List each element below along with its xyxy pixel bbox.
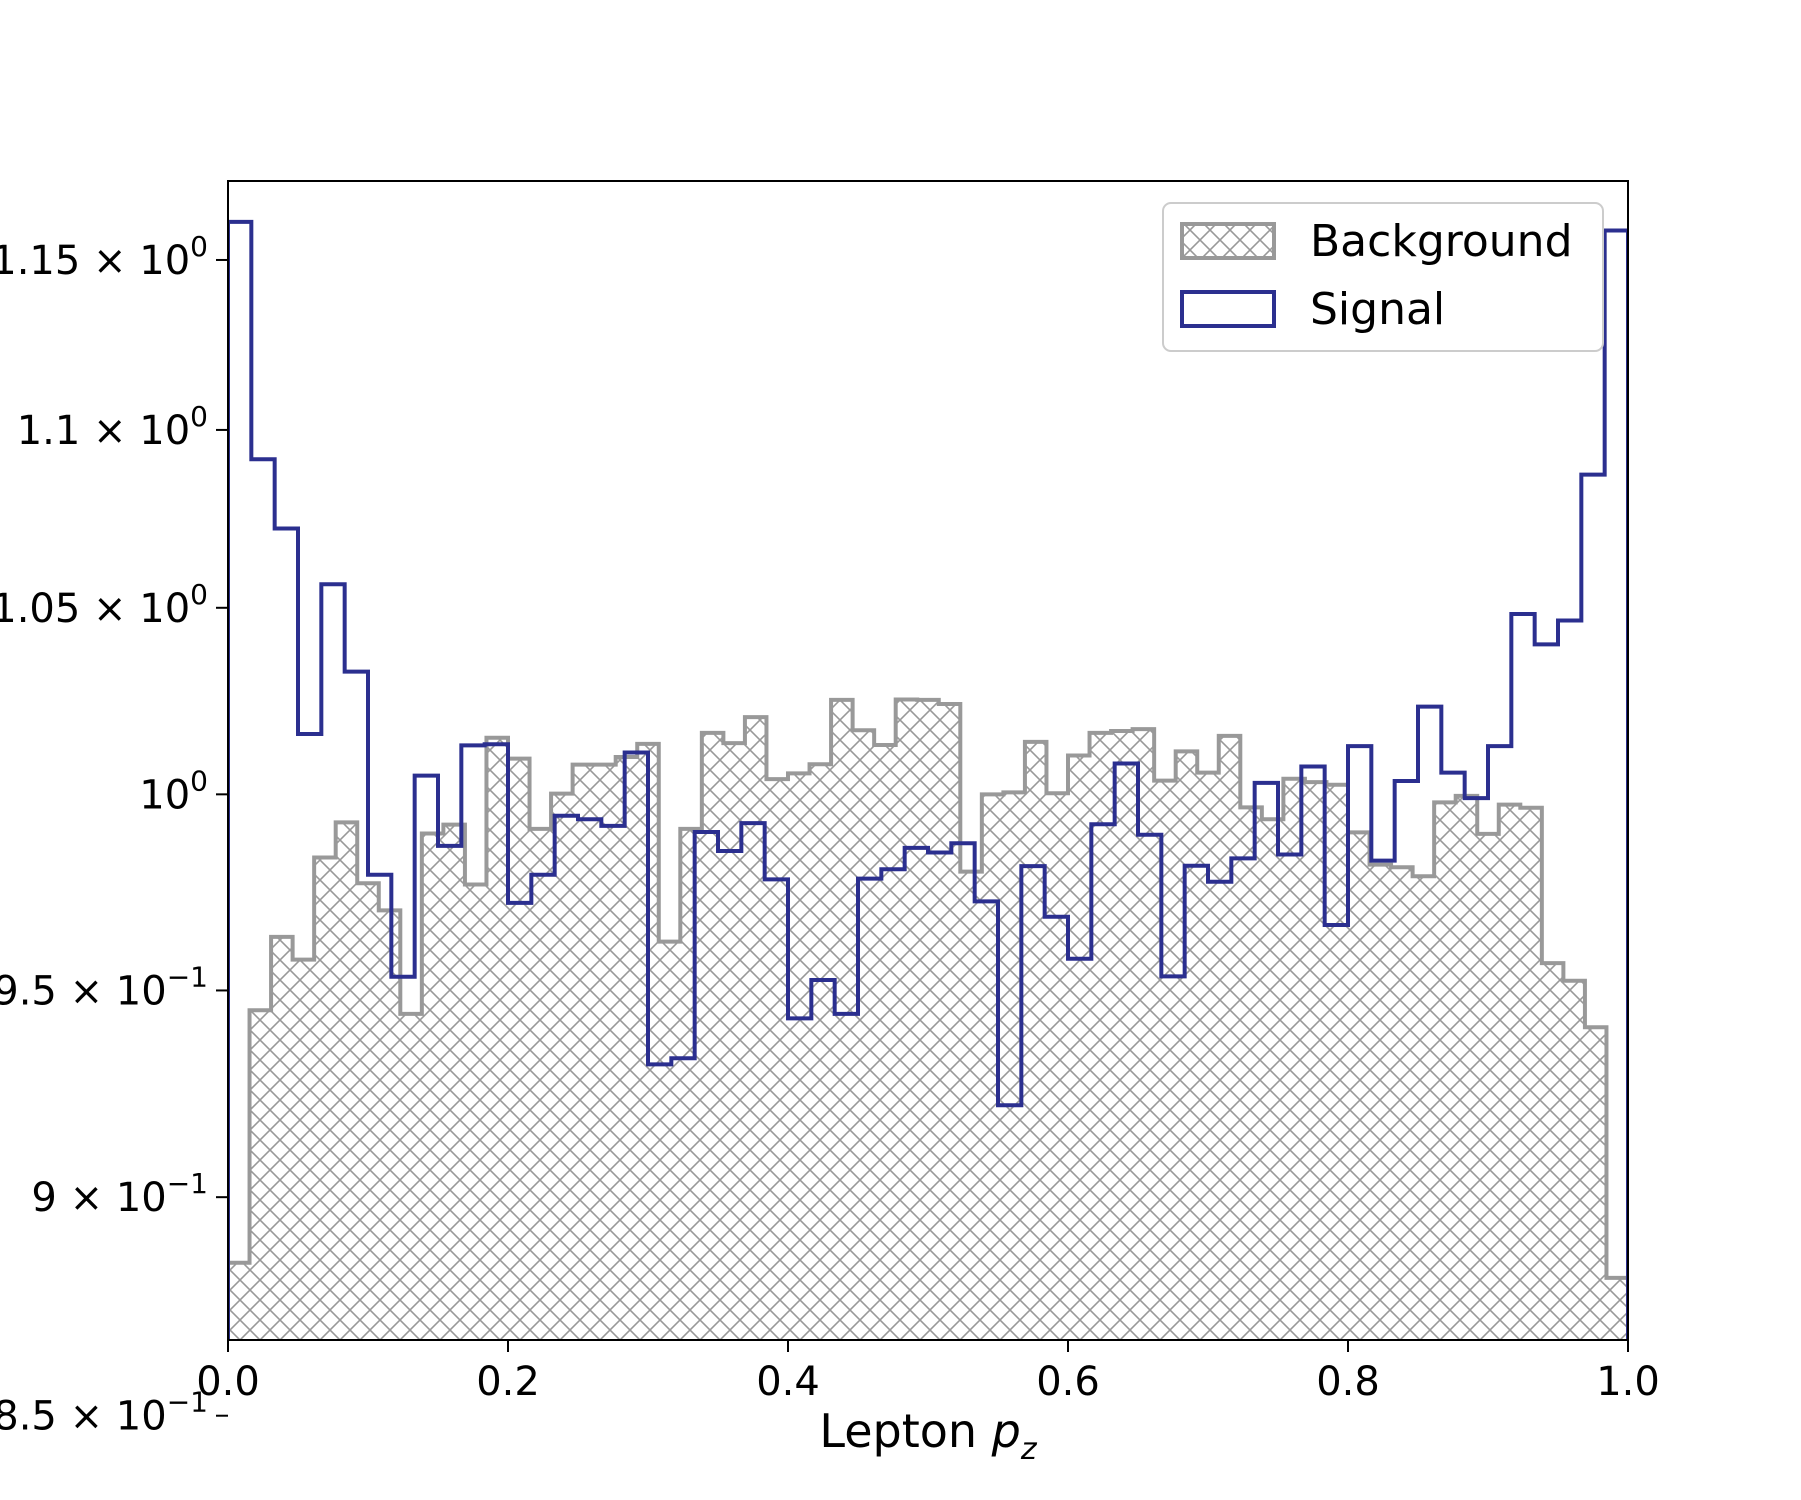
- legend: Background Signal: [1162, 202, 1604, 352]
- x-axis-label-subscript: z: [1020, 1432, 1038, 1467]
- y-tick-label: 1.1 × 100: [17, 400, 208, 454]
- y-tick-label: 1.15 × 100: [0, 230, 208, 284]
- x-tick-label: 0.8: [1316, 1359, 1380, 1405]
- x-axis-label-symbol: p: [991, 1404, 1021, 1458]
- background-histogram-fill: [228, 699, 1628, 1340]
- x-axis-label-main: Lepton: [819, 1404, 991, 1458]
- y-tick-label: 9 × 10−1: [31, 1167, 208, 1221]
- x-axis-ticks: 0.0 0.2 0.4 0.6 0.8 1.0: [196, 1340, 1660, 1405]
- x-tick-label: 0.2: [476, 1359, 540, 1405]
- y-tick-label: 8.5 × 10−1: [0, 1386, 208, 1440]
- legend-label-background: Background: [1310, 216, 1573, 267]
- y-axis-ticks: 1.15 × 100 1.1 × 100 1.05 × 100 100 9.5 × 10…: [0, 230, 228, 1440]
- y-tick-label: 100: [139, 764, 208, 818]
- x-axis-label: Lepton pz: [819, 1404, 1037, 1467]
- y-tick-label: 9.5 × 10−1: [0, 960, 208, 1014]
- x-tick-label: 0.0: [196, 1359, 260, 1405]
- legend-label-signal: Signal: [1310, 284, 1445, 335]
- plot-frame: [227, 180, 1629, 1341]
- background-histogram-outline: [228, 697, 1628, 1340]
- x-tick-label: 1.0: [1596, 1359, 1660, 1405]
- x-tick-label: 0.4: [756, 1359, 820, 1405]
- plot-area: [228, 219, 1628, 1340]
- x-tick-label: 0.6: [1036, 1359, 1100, 1405]
- y-tick-label: 1.05 × 100: [0, 578, 208, 632]
- legend-swatch-signal: [1180, 290, 1276, 328]
- signal-histogram-outline: [228, 219, 1628, 1340]
- legend-swatch-background: [1180, 222, 1276, 260]
